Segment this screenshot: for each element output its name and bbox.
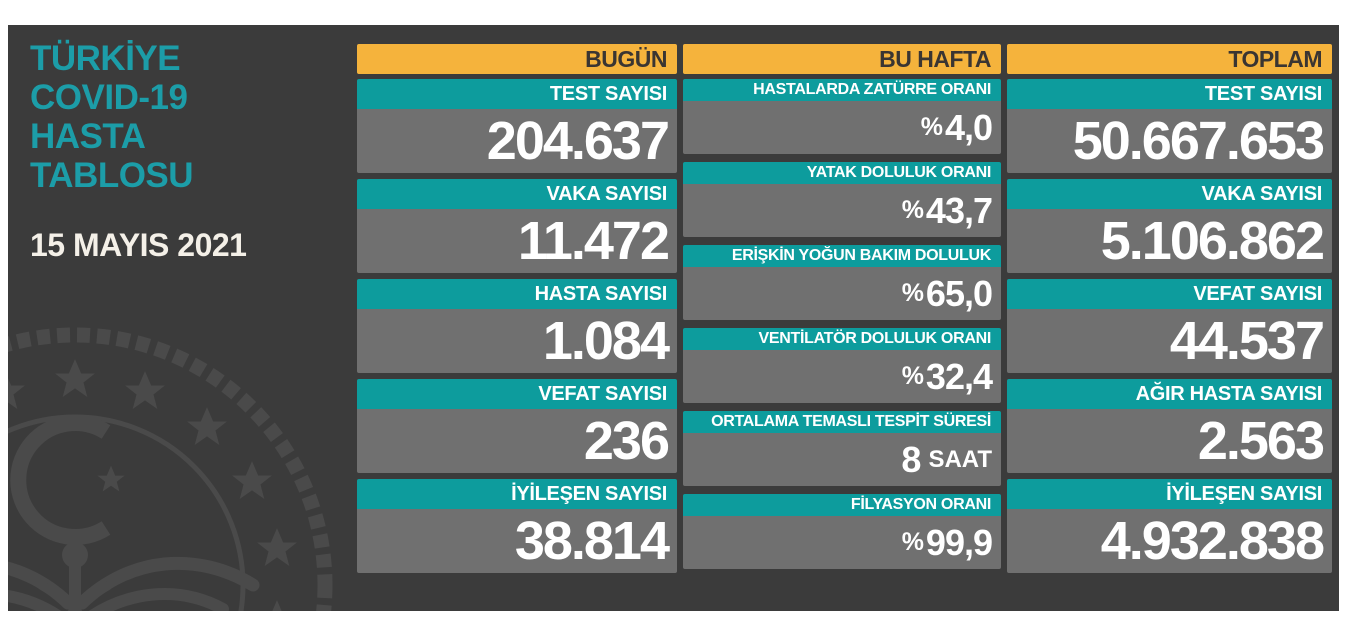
column-bu-hafta: BU HAFTA HASTALARDA ZATÜRRE ORANI % 4,0 Y… bbox=[683, 44, 1001, 579]
card-bugun-vaka-sayisi: VAKA SAYISI 11.472 bbox=[357, 179, 677, 273]
card-hafta-filyasyon-orani: FİLYASYON ORANI % 99,9 bbox=[683, 494, 1001, 569]
stat-label: AĞIR HASTA SAYISI bbox=[1007, 379, 1332, 409]
column-header-bugun: BUGÜN bbox=[357, 44, 677, 74]
stat-value: 2.563 bbox=[1007, 409, 1332, 473]
stat-label: VENTİLATÖR DOLULUK ORANI bbox=[683, 328, 1001, 350]
column-header-toplam: TOPLAM bbox=[1007, 44, 1332, 74]
stat-value: % 4,0 bbox=[683, 101, 1001, 154]
stat-label: ERİŞKİN YOĞUN BAKIM DOLULUK ORANI bbox=[683, 245, 1001, 286]
stat-label: HASTA SAYISI bbox=[357, 279, 677, 309]
stat-value: 4.932.838 bbox=[1007, 509, 1332, 573]
card-hafta-ventilator-doluluk-orani: VENTİLATÖR DOLULUK ORANI % 32,4 bbox=[683, 328, 1001, 403]
stat-label: HASTALARDA ZATÜRRE ORANI bbox=[683, 79, 1001, 101]
stat-label: VAKA SAYISI bbox=[357, 179, 677, 209]
stat-value: % 43,7 bbox=[683, 184, 1001, 237]
stat-value: 5.106.862 bbox=[1007, 209, 1332, 273]
card-toplam-test-sayisi: TEST SAYISI 50.667.653 bbox=[1007, 79, 1332, 173]
dashboard-panel: TÜRKİYE COVID-19 HASTA TABLOSU 15 MAYIS … bbox=[8, 25, 1339, 611]
stats-grid: BUGÜN TEST SAYISI 204.637 VAKA SAYISI 11… bbox=[357, 44, 1332, 579]
stat-label: FİLYASYON ORANI bbox=[683, 494, 1001, 516]
stat-value: 38.814 bbox=[357, 509, 677, 573]
stat-label: VEFAT SAYISI bbox=[357, 379, 677, 409]
stat-label: İYİLEŞEN SAYISI bbox=[1007, 479, 1332, 509]
stat-value: 44.537 bbox=[1007, 309, 1332, 373]
stat-value: % 65,0 bbox=[683, 267, 1001, 320]
card-bugun-hasta-sayisi: HASTA SAYISI 1.084 bbox=[357, 279, 677, 373]
title-line: TABLOSU bbox=[30, 156, 194, 195]
stat-label: TEST SAYISI bbox=[357, 79, 677, 109]
column-bugun: BUGÜN TEST SAYISI 204.637 VAKA SAYISI 11… bbox=[357, 44, 677, 579]
stat-label: VEFAT SAYISI bbox=[1007, 279, 1332, 309]
column-toplam: TOPLAM TEST SAYISI 50.667.653 VAKA SAYIS… bbox=[1007, 44, 1332, 579]
sidebar: TÜRKİYE COVID-19 HASTA TABLOSU 15 MAYIS … bbox=[30, 39, 247, 264]
card-toplam-vaka-sayisi: VAKA SAYISI 5.106.862 bbox=[1007, 179, 1332, 273]
card-bugun-test-sayisi: TEST SAYISI 204.637 bbox=[357, 79, 677, 173]
column-header-bu-hafta: BU HAFTA bbox=[683, 44, 1001, 74]
title-line: TÜRKİYE bbox=[30, 39, 181, 78]
stat-label: TEST SAYISI bbox=[1007, 79, 1332, 109]
stat-label: ORTALAMA TEMASLI TESPİT SÜRESİ bbox=[683, 411, 1001, 433]
card-hafta-temasli-tespit-suresi: ORTALAMA TEMASLI TESPİT SÜRESİ 8 SAAT bbox=[683, 411, 1001, 486]
page-title: TÜRKİYE COVID-19 HASTA TABLOSU bbox=[30, 39, 246, 195]
stat-value: 50.667.653 bbox=[1007, 109, 1332, 173]
card-toplam-agir-hasta-sayisi: AĞIR HASTA SAYISI 2.563 bbox=[1007, 379, 1332, 473]
report-date: 15 MAYIS 2021 bbox=[30, 227, 247, 263]
card-toplam-iyilesen-sayisi: İYİLEŞEN SAYISI 4.932.838 bbox=[1007, 479, 1332, 573]
card-bugun-iyilesen-sayisi: İYİLEŞEN SAYISI 38.814 bbox=[357, 479, 677, 573]
stat-value: 8 SAAT bbox=[683, 433, 1001, 486]
card-toplam-vefat-sayisi: VEFAT SAYISI 44.537 bbox=[1007, 279, 1332, 373]
stat-value: % 99,9 bbox=[683, 516, 1001, 569]
stat-value: 236 bbox=[357, 409, 677, 473]
stat-value: % 32,4 bbox=[683, 350, 1001, 403]
card-hafta-zaturre-orani: HASTALARDA ZATÜRRE ORANI % 4,0 bbox=[683, 79, 1001, 154]
stat-label: VAKA SAYISI bbox=[1007, 179, 1332, 209]
stat-value: 204.637 bbox=[357, 109, 677, 173]
stat-label: İYİLEŞEN SAYISI bbox=[357, 479, 677, 509]
title-line: COVID-19 bbox=[30, 78, 188, 117]
card-hafta-yogun-bakim-doluluk-orani: ERİŞKİN YOĞUN BAKIM DOLULUK ORANI %65,0 bbox=[683, 245, 1001, 320]
stat-value: 11.472 bbox=[357, 209, 677, 273]
stat-label: YATAK DOLULUK ORANI bbox=[683, 162, 1001, 184]
stat-value: 1.084 bbox=[357, 309, 677, 373]
card-bugun-vefat-sayisi: VEFAT SAYISI 236 bbox=[357, 379, 677, 473]
health-ministry-seal-icon bbox=[8, 327, 333, 611]
card-hafta-yatak-doluluk-orani: YATAK DOLULUK ORANI % 43,7 bbox=[683, 162, 1001, 237]
title-line: HASTA bbox=[30, 117, 146, 156]
